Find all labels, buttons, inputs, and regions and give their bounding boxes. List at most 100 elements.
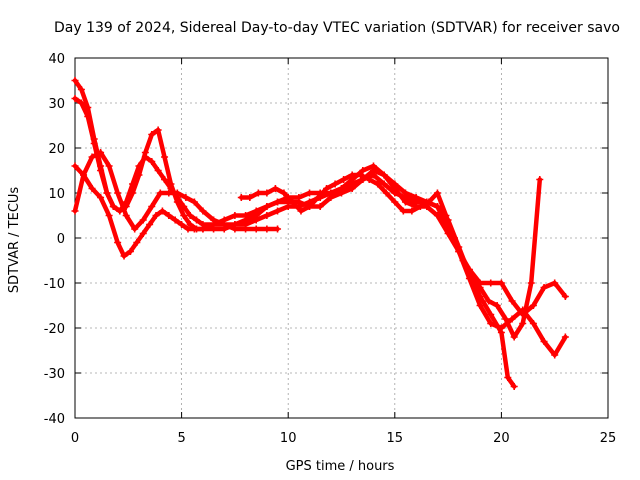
data-point [252,225,260,233]
data-point [231,221,239,228]
data-point [139,230,147,237]
data-point [450,234,458,242]
data-point [242,225,250,233]
data-point [288,198,296,206]
data-point [165,212,173,219]
data-point [468,270,476,278]
data-point [122,198,130,206]
x-tick-label: 0 [71,431,79,446]
data-point [180,212,188,219]
data-point [190,198,198,206]
data-point [114,239,122,246]
data-point [306,203,314,210]
x-tick-label: 10 [280,431,297,446]
data-point [316,203,324,210]
data-point [433,203,441,210]
y-tick-label: 0 [57,232,65,247]
data-point [131,225,139,233]
data-point [84,113,92,120]
series-line [72,150,568,317]
data-point [297,207,305,215]
data-point [71,95,79,102]
data-point [71,77,79,84]
series-track-4 [71,162,569,359]
data-point [141,153,149,161]
y-tick-label: 30 [48,97,65,112]
data-point [105,162,113,170]
data-point [71,162,79,170]
data-point [182,194,190,201]
data-point [295,198,303,206]
x-tick-label: 20 [493,431,510,446]
data-point [114,189,122,197]
data-point [237,194,245,201]
data-point [199,225,207,233]
data-point [380,171,388,179]
data-point [97,149,105,156]
data-point [425,198,433,206]
data-point [399,207,407,215]
data-point [263,203,271,210]
data-point [158,207,166,215]
data-point [359,167,367,174]
data-point [105,212,113,219]
data-point [459,257,467,264]
data-point [199,207,207,215]
data-point [401,198,409,206]
data-point [487,320,495,327]
data-point [139,216,147,224]
data-point [314,194,322,201]
data-point [152,212,160,219]
data-point [561,293,569,300]
data-point [246,194,254,201]
data-point [487,311,495,318]
data-point [77,86,85,93]
data-point [220,216,228,224]
data-point [171,216,179,224]
data-point [71,207,79,215]
data-point [465,275,473,282]
data-point [476,284,484,291]
data-point [331,180,339,188]
series-layer [71,77,569,390]
data-point [442,212,450,219]
data-point [374,180,382,188]
data-point [382,189,390,197]
y-tick-label: -20 [44,322,65,337]
data-point [540,284,548,291]
x-axis-label: GPS time / hours [286,459,395,474]
data-point [97,194,105,201]
data-point [109,203,117,210]
data-point [133,239,141,246]
data-point [280,189,288,197]
data-point [323,185,331,192]
data-point [156,189,164,197]
data-point [561,333,569,341]
data-point [369,167,377,174]
data-point [497,279,505,287]
data-point [165,189,173,197]
data-point [190,225,198,233]
data-point [338,189,345,197]
data-point [510,383,518,390]
data-point [529,302,537,309]
data-point [527,279,535,287]
data-point [126,248,134,255]
data-point [536,176,544,183]
data-point [210,221,218,228]
data-point [348,171,356,179]
chart-title: Day 139 of 2024, Sidereal Day-to-day VTE… [54,20,620,36]
tick-layer: 0 5 10 15 20 25 -40 -30 -20 -10 0 10 20 30 40 [44,52,617,446]
data-point [263,225,271,233]
data-point [357,171,365,179]
data-point [433,189,441,197]
data-point [161,176,169,183]
data-point [508,315,516,323]
data-point [161,153,169,161]
data-point [510,333,518,341]
data-point [90,140,98,147]
data-point [391,185,399,192]
data-point [146,221,154,228]
data-point [88,153,96,161]
